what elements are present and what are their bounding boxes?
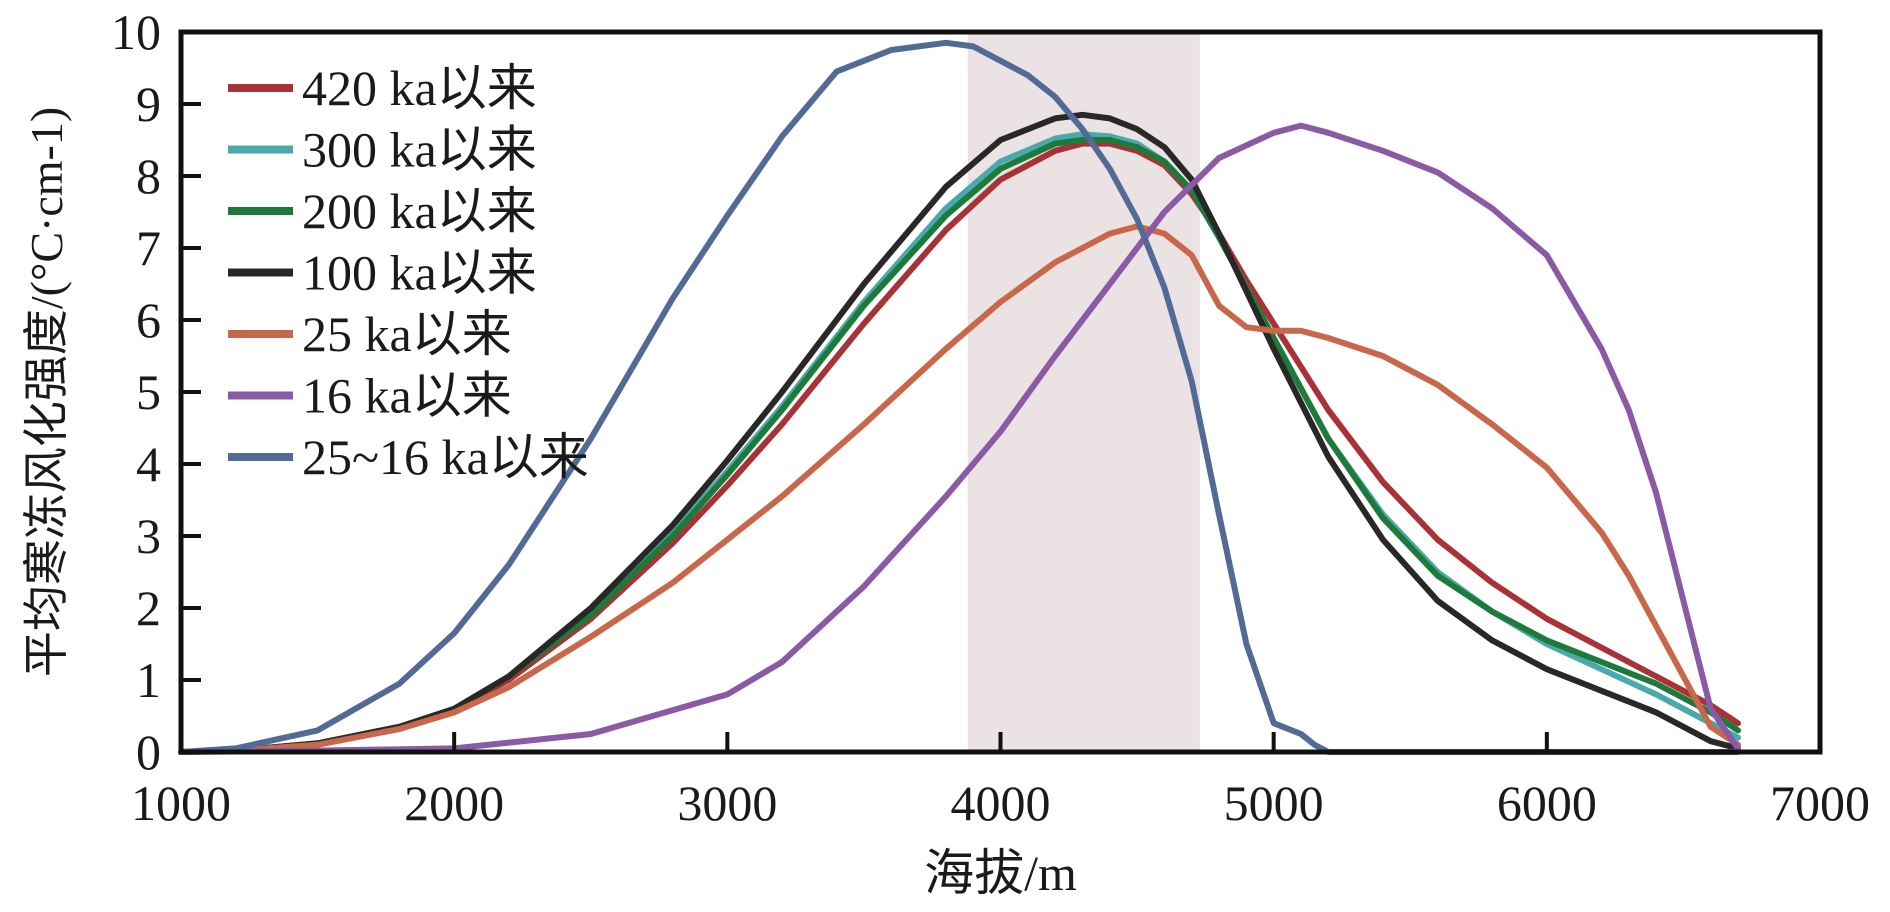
y-tick-label: 9 bbox=[136, 76, 161, 132]
legend-label: 16 ka以来 bbox=[302, 368, 512, 424]
y-axis-label: 平均寒冻风化强度/(°C·cm-1) bbox=[21, 107, 72, 677]
series-line-5 bbox=[178, 223, 1741, 755]
legend-label: 420 ka以来 bbox=[302, 60, 537, 116]
x-tick-label: 6000 bbox=[1497, 775, 1597, 831]
legend-label: 25 ka以来 bbox=[302, 306, 512, 362]
y-tick-label: 5 bbox=[136, 364, 161, 420]
legend-label: 200 ka以来 bbox=[302, 183, 537, 239]
series-line-7 bbox=[178, 39, 1741, 755]
x-tick-label: 3000 bbox=[677, 775, 777, 831]
legend-label: 100 ka以来 bbox=[302, 245, 537, 301]
plot-highlight-band bbox=[967, 32, 1200, 752]
axis-ticks: 1000 2000 3000 4000 5000 6000 7000 0 1 2 3 4 5 6 7 8 9 10 bbox=[111, 4, 1870, 831]
series-line-4 bbox=[178, 111, 1741, 755]
y-tick-label: 8 bbox=[136, 148, 161, 204]
legend-label: 25~16 ka以来 bbox=[302, 429, 589, 485]
x-tick-label: 4000 bbox=[951, 775, 1051, 831]
x-tick-label: 1000 bbox=[131, 775, 231, 831]
x-tick-label: 7000 bbox=[1770, 775, 1870, 831]
y-tick-label: 0 bbox=[136, 724, 161, 780]
x-tick-label: 5000 bbox=[1224, 775, 1324, 831]
legend-label: 300 ka以来 bbox=[302, 122, 537, 178]
y-tick-label: 3 bbox=[136, 508, 161, 564]
x-axis-label: 海拔/m bbox=[924, 845, 1077, 901]
series-line-6 bbox=[178, 122, 1741, 755]
series-layer bbox=[178, 39, 1741, 755]
y-tick-label: 1 bbox=[136, 652, 161, 708]
y-tick-label: 6 bbox=[136, 292, 161, 348]
y-tick-label: 4 bbox=[136, 436, 161, 492]
y-tick-label: 10 bbox=[111, 4, 161, 60]
y-tick-label: 2 bbox=[136, 580, 161, 636]
y-tick-label: 7 bbox=[136, 220, 161, 276]
x-tick-label: 2000 bbox=[404, 775, 504, 831]
